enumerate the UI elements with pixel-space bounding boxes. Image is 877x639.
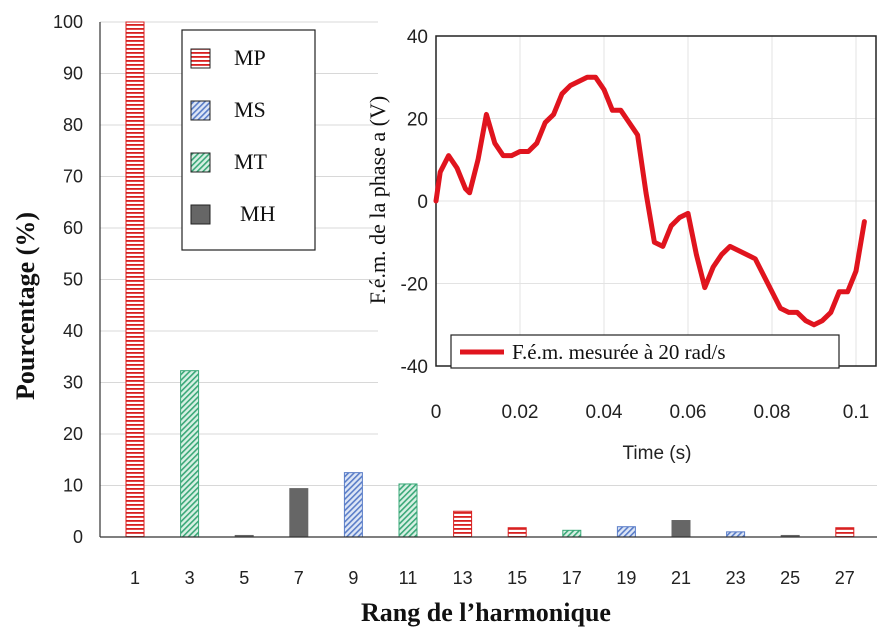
main-y-tick-label: 90 bbox=[63, 64, 83, 84]
main-y-tick-label: 50 bbox=[63, 270, 83, 290]
main-x-tick-label: 11 bbox=[399, 568, 418, 588]
main-x-tick-label: 9 bbox=[348, 568, 358, 588]
main-x-tick-label: 5 bbox=[239, 568, 249, 588]
bar-mp-15 bbox=[507, 527, 527, 538]
bar-mt-3 bbox=[180, 370, 200, 538]
inset-legend-box bbox=[450, 334, 840, 369]
bar-mp-27 bbox=[835, 527, 855, 538]
main-y-tick-label: 100 bbox=[53, 12, 83, 32]
bar-ms-23 bbox=[726, 531, 746, 538]
bar-ms-19 bbox=[616, 526, 636, 538]
main-y-tick-label: 30 bbox=[63, 373, 83, 393]
main-x-tick-label: 15 bbox=[507, 568, 527, 588]
inset-legend: F.é.m. mesurée à 20 rad/s bbox=[450, 334, 840, 369]
inset-x-tick-label: 0 bbox=[431, 402, 442, 423]
legend-label-mh: MH bbox=[240, 201, 276, 226]
main-y-tick-label: 80 bbox=[63, 115, 83, 135]
inset-plot: -40 -20 0 20 40 0 0.02 0.04 0.06 0.08 0.1 F.é.m. … bbox=[365, 10, 877, 478]
main-y-tick-label: 0 bbox=[73, 527, 83, 547]
main-x-tick-label: 13 bbox=[453, 568, 473, 588]
main-x-tick-label: 3 bbox=[185, 568, 195, 588]
bar-mp-1 bbox=[125, 21, 145, 538]
main-x-ticks: 1 3 5 7 9 11 13 15 17 19 21 23 25 27 bbox=[130, 568, 855, 588]
inset-x-tick-label: 0.1 bbox=[843, 402, 869, 423]
legend: MP MS MT MH bbox=[181, 29, 316, 251]
inset-y-ticks: -40 -20 0 20 40 bbox=[401, 27, 428, 378]
inset-legend-label: F.é.m. mesurée à 20 rad/s bbox=[512, 340, 726, 364]
inset-x-tick-label: 0.02 bbox=[502, 402, 539, 423]
bar-mt-11 bbox=[398, 483, 418, 538]
bar-mt-17 bbox=[562, 529, 582, 538]
main-x-tick-label: 7 bbox=[294, 568, 304, 588]
inset-y-tick-label: 0 bbox=[417, 192, 428, 213]
inset-y-tick-label: -20 bbox=[401, 275, 428, 296]
inset-y-axis-label: F.é.m. de la phase a (V) bbox=[365, 96, 390, 304]
inset-y-tick-label: 40 bbox=[407, 27, 428, 48]
legend-label-mt: MT bbox=[234, 149, 268, 174]
legend-swatch-mp bbox=[190, 48, 211, 69]
inset-series-line bbox=[433, 74, 867, 328]
bar-mh-21 bbox=[671, 520, 691, 538]
main-y-tick-label: 70 bbox=[63, 167, 83, 187]
main-x-tick-label: 21 bbox=[671, 568, 691, 588]
main-x-tick-label: 23 bbox=[726, 568, 746, 588]
inset-x-axis-label: Time (s) bbox=[623, 443, 692, 464]
inset-y-tick-label: 20 bbox=[407, 110, 428, 131]
main-y-ticks: 0 10 20 30 40 50 60 70 80 90 100 bbox=[53, 12, 83, 547]
legend-swatch-ms bbox=[190, 100, 211, 121]
inset-background bbox=[378, 10, 877, 478]
main-x-tick-label: 19 bbox=[616, 568, 636, 588]
main-x-tick-label: 17 bbox=[562, 568, 582, 588]
inset-x-ticks: 0 0.02 0.04 0.06 0.08 0.1 bbox=[431, 402, 870, 423]
main-y-axis-label: Pourcentage (%) bbox=[11, 212, 40, 400]
main-x-tick-label: 1 bbox=[130, 568, 140, 588]
legend-label-mp: MP bbox=[234, 45, 266, 70]
inset-x-tick-label: 0.08 bbox=[754, 402, 791, 423]
main-x-tick-label: 25 bbox=[780, 568, 800, 588]
main-y-tick-label: 20 bbox=[63, 424, 83, 444]
main-x-tick-label: 27 bbox=[835, 568, 855, 588]
legend-swatch-mh bbox=[190, 204, 211, 225]
bar-mh-7 bbox=[289, 488, 309, 538]
main-y-tick-label: 60 bbox=[63, 218, 83, 238]
inset-x-tick-label: 0.06 bbox=[670, 402, 707, 423]
main-y-tick-label: 10 bbox=[63, 476, 83, 496]
main-y-tick-label: 40 bbox=[63, 321, 83, 341]
bar-mp-13 bbox=[453, 510, 473, 538]
main-axes bbox=[99, 22, 877, 538]
legend-swatch-mt bbox=[190, 152, 211, 173]
legend-label-ms: MS bbox=[234, 97, 266, 122]
main-x-axis-label: Rang de l’harmonique bbox=[361, 598, 611, 627]
inset-y-tick-label: -40 bbox=[401, 357, 428, 378]
inset-x-tick-label: 0.04 bbox=[586, 402, 623, 423]
bar-ms-9 bbox=[343, 472, 363, 538]
